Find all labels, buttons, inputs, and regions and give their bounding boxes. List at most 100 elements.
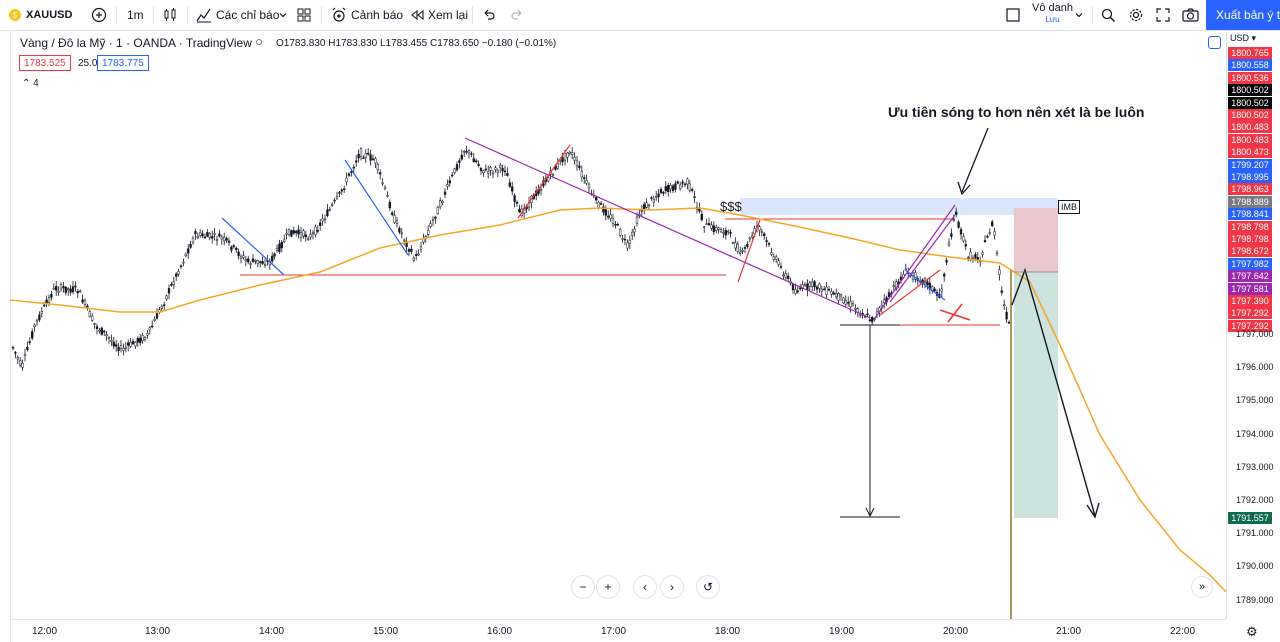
sell-price-button[interactable]: 1783.525: [19, 55, 71, 71]
fullscreen-button[interactable]: [1156, 0, 1170, 30]
candle-body: [172, 281, 175, 285]
liquidity-label[interactable]: $$$: [720, 199, 742, 214]
candle-body: [650, 197, 653, 199]
candle-body: [794, 289, 797, 294]
candle-body: [515, 201, 519, 204]
user-save-status[interactable]: Vô danh Lưu: [1032, 3, 1073, 25]
candle-body: [230, 246, 233, 251]
candle-body: [623, 238, 627, 241]
candle-body: [415, 254, 418, 256]
candle-body: [347, 173, 351, 176]
candle-body: [995, 252, 999, 255]
candle-body: [467, 150, 471, 154]
candle-body: [715, 227, 718, 232]
layout-button[interactable]: [297, 0, 311, 30]
scroll-right-button[interactable]: ›: [661, 576, 683, 598]
layout-toggle-button[interactable]: [1006, 0, 1020, 30]
candle-body: [88, 311, 91, 317]
divider: [1092, 6, 1093, 24]
candle-body: [203, 236, 207, 239]
reset-chart-button[interactable]: ↺: [697, 576, 719, 598]
candle-body: [410, 248, 413, 252]
price-tick: 1795.000: [1236, 395, 1274, 406]
candle-body: [465, 151, 468, 153]
price-tag: 1797.292: [1228, 319, 1272, 332]
candle-body: [741, 250, 744, 252]
symbol-button[interactable]: $ XAUUSD: [8, 0, 72, 30]
publish-idea-button[interactable]: Xuất bản ý tư: [1206, 0, 1280, 30]
undo-icon: [484, 9, 495, 20]
indicators-button[interactable]: Các chỉ báo: [196, 0, 279, 30]
undo-button[interactable]: [482, 0, 496, 30]
candle-body: [98, 329, 101, 332]
scroll-to-realtime-button[interactable]: »: [1192, 577, 1212, 597]
candle-body: [796, 290, 799, 293]
alert-button[interactable]: Cảnh báo: [331, 0, 403, 30]
price-tick: 1793.000: [1236, 461, 1274, 472]
interval-button[interactable]: 1m: [127, 0, 144, 30]
divider: [472, 6, 473, 24]
indicators-collapse-toggle[interactable]: ⌃ 4: [22, 78, 39, 89]
candle-body: [309, 233, 312, 238]
time-tick: 21:00: [1056, 626, 1082, 637]
price-tick: 1790.000: [1236, 561, 1274, 572]
zoom-out-button[interactable]: −: [572, 576, 594, 598]
indicators-dropdown[interactable]: [278, 0, 288, 30]
currency-selector[interactable]: USD ▾: [1230, 33, 1257, 43]
chart-type-button[interactable]: [162, 0, 178, 30]
candle-body: [412, 257, 415, 261]
candle-body: [110, 339, 113, 342]
candle-body: [539, 188, 543, 191]
user-dropdown[interactable]: [1074, 0, 1084, 30]
candle-body: [280, 241, 283, 249]
scroll-left-button[interactable]: ‹: [634, 576, 656, 598]
candle-body: [115, 344, 118, 347]
candle-body: [235, 247, 238, 250]
candle-body: [436, 207, 439, 214]
candle-body: [69, 288, 72, 293]
search-icon: [1101, 8, 1115, 22]
candle-body: [746, 243, 749, 247]
annotation-note[interactable]: Ưu tiên sóng to hơn nên xét là be luôn: [888, 104, 1145, 120]
candle-body: [705, 223, 708, 226]
annotation-arrow: [961, 127, 989, 193]
candle-body: [263, 264, 267, 266]
snapshot-button[interactable]: [1182, 0, 1199, 30]
price-tag: 1797.390: [1228, 295, 1272, 307]
divider: [321, 6, 322, 24]
candle-body: [849, 301, 852, 308]
settings-button[interactable]: [1128, 0, 1144, 30]
candle-body: [959, 229, 963, 235]
replay-button[interactable]: Xem lại: [410, 0, 468, 30]
fullscreen-icon: [1156, 8, 1170, 22]
candle-body: [434, 216, 437, 219]
redo-button[interactable]: [510, 0, 524, 30]
time-tick: 14:00: [259, 626, 285, 637]
candle-body: [803, 284, 807, 286]
price-tag: 1800.502: [1228, 109, 1272, 121]
candle-body: [239, 256, 243, 259]
compare-symbol-button[interactable]: [91, 0, 107, 30]
candle-body: [729, 232, 732, 234]
candle-body: [496, 170, 499, 173]
candle-body: [583, 177, 586, 179]
candle-body: [887, 292, 891, 297]
search-button[interactable]: [1101, 0, 1116, 30]
zoom-in-button[interactable]: +: [597, 576, 619, 598]
candle-body: [868, 319, 871, 321]
candle-body: [597, 201, 600, 208]
candle-body: [31, 331, 34, 339]
candle-body: [254, 260, 257, 262]
buy-price-button[interactable]: 1783.775: [97, 55, 149, 71]
price-chart[interactable]: [10, 31, 1226, 619]
redo-icon: [511, 9, 522, 20]
chart-settings-button[interactable]: ⚙: [1246, 624, 1258, 640]
candle-body: [460, 154, 463, 160]
chart-legend-title: Vàng / Đô la Mỹ · 1 · OANDA · TradingVie…: [20, 36, 252, 50]
candle-body: [664, 186, 667, 192]
candle-body: [244, 259, 247, 262]
candle-body: [331, 204, 334, 206]
imb-label[interactable]: IMB: [1058, 200, 1081, 214]
candle-body: [379, 172, 382, 175]
axis-menu-button[interactable]: [1208, 36, 1221, 49]
